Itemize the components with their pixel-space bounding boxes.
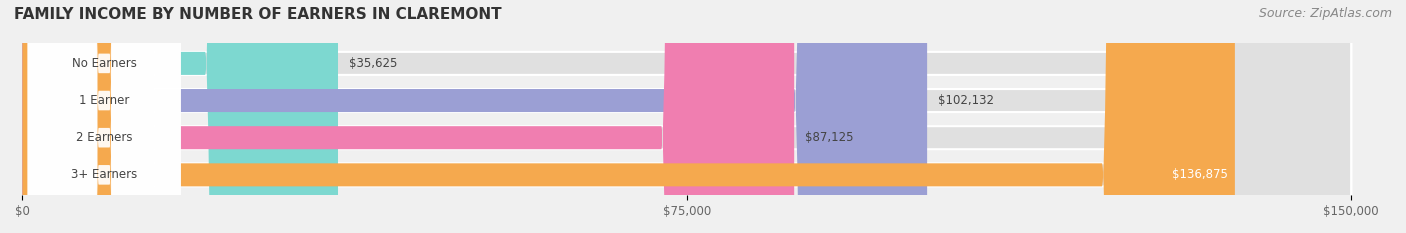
- FancyBboxPatch shape: [22, 0, 1351, 233]
- FancyBboxPatch shape: [28, 0, 180, 233]
- Text: No Earners: No Earners: [72, 57, 136, 70]
- Text: $35,625: $35,625: [349, 57, 396, 70]
- FancyBboxPatch shape: [28, 0, 180, 233]
- FancyBboxPatch shape: [22, 0, 927, 233]
- Text: 2 Earners: 2 Earners: [76, 131, 132, 144]
- FancyBboxPatch shape: [28, 0, 180, 233]
- Text: FAMILY INCOME BY NUMBER OF EARNERS IN CLAREMONT: FAMILY INCOME BY NUMBER OF EARNERS IN CL…: [14, 7, 502, 22]
- Text: $136,875: $136,875: [1173, 168, 1229, 181]
- FancyBboxPatch shape: [22, 0, 1351, 233]
- Text: 1 Earner: 1 Earner: [79, 94, 129, 107]
- Text: 3+ Earners: 3+ Earners: [72, 168, 138, 181]
- Text: $102,132: $102,132: [938, 94, 994, 107]
- FancyBboxPatch shape: [22, 0, 1351, 233]
- FancyBboxPatch shape: [22, 0, 1351, 233]
- Text: Source: ZipAtlas.com: Source: ZipAtlas.com: [1258, 7, 1392, 20]
- Text: $87,125: $87,125: [804, 131, 853, 144]
- FancyBboxPatch shape: [22, 0, 337, 233]
- FancyBboxPatch shape: [22, 0, 1234, 233]
- FancyBboxPatch shape: [28, 0, 180, 233]
- FancyBboxPatch shape: [22, 0, 794, 233]
